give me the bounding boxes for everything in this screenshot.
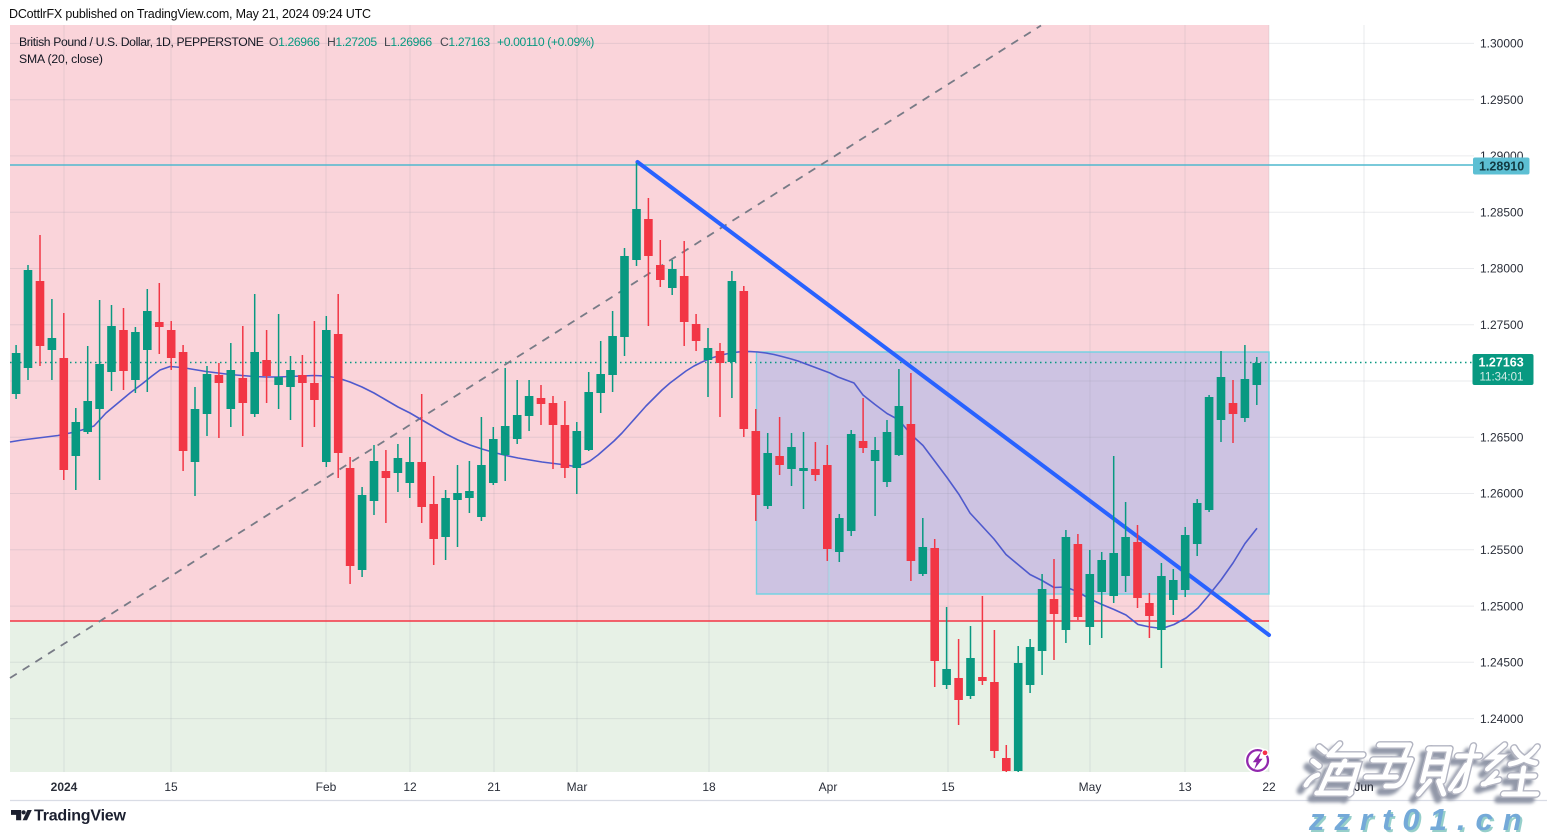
svg-text:2024: 2024 <box>51 780 78 794</box>
svg-text:1.30000: 1.30000 <box>1480 37 1524 51</box>
svg-text:21: 21 <box>487 780 501 794</box>
svg-text:1.24000: 1.24000 <box>1480 712 1524 726</box>
svg-text:1.28000: 1.28000 <box>1480 262 1524 276</box>
svg-text:1.25000: 1.25000 <box>1480 599 1524 613</box>
svg-text:1.26000: 1.26000 <box>1480 487 1524 501</box>
svg-text:22: 22 <box>1262 780 1276 794</box>
svg-text:1.27500: 1.27500 <box>1480 318 1524 332</box>
svg-text:1.29500: 1.29500 <box>1480 93 1524 107</box>
svg-text:12: 12 <box>403 780 417 794</box>
svg-text:May: May <box>1079 780 1102 794</box>
svg-text:15: 15 <box>164 780 178 794</box>
svg-text:11:34:01: 11:34:01 <box>1480 372 1524 384</box>
svg-text:Jun: Jun <box>1354 780 1373 794</box>
svg-text:1.24500: 1.24500 <box>1480 656 1524 670</box>
svg-text:Mar: Mar <box>567 780 588 794</box>
svg-text:15: 15 <box>941 780 955 794</box>
svg-text:1.26500: 1.26500 <box>1480 431 1524 445</box>
svg-text:13: 13 <box>1178 780 1192 794</box>
svg-text:1.28500: 1.28500 <box>1480 205 1524 219</box>
svg-text:1.27163: 1.27163 <box>1479 356 1524 370</box>
svg-text:Apr: Apr <box>819 780 838 794</box>
svg-text:Feb: Feb <box>316 780 337 794</box>
svg-text:1.28910: 1.28910 <box>1479 160 1524 174</box>
svg-text:18: 18 <box>702 780 716 794</box>
svg-text:1.25500: 1.25500 <box>1480 543 1524 557</box>
svg-text:Jun: Jun <box>1354 780 1373 794</box>
svg-text:TradingView: TradingView <box>34 808 127 825</box>
